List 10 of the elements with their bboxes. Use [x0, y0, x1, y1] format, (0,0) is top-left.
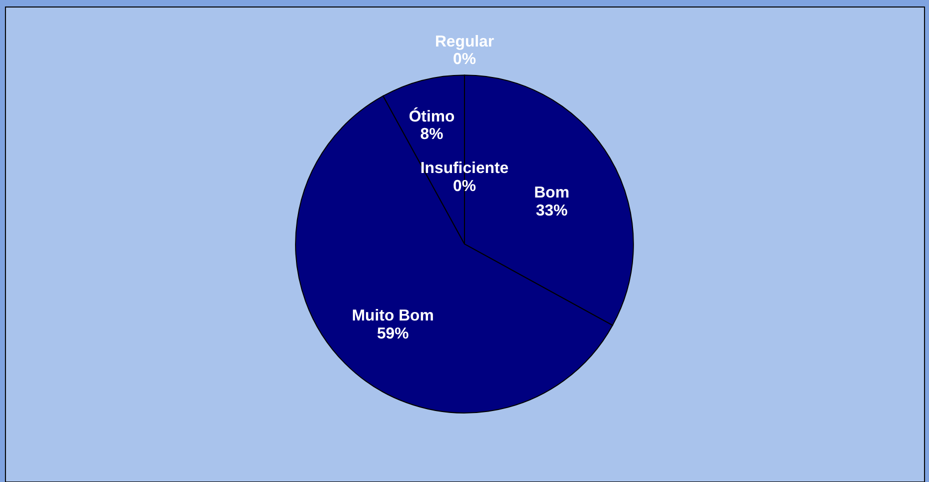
data-label: 8% [420, 126, 444, 144]
text: 0% [453, 178, 476, 195]
data-label: 59% [376, 326, 409, 343]
category-label: Regular [434, 33, 494, 50]
slice-label: Bom [534, 184, 570, 202]
slice-label: Ótimo [408, 106, 455, 126]
data-label: 33% [536, 202, 568, 220]
category-label: Insuficiente [420, 160, 509, 177]
slice-label: Muito Bom [352, 308, 434, 325]
text: 0% [453, 51, 476, 68]
